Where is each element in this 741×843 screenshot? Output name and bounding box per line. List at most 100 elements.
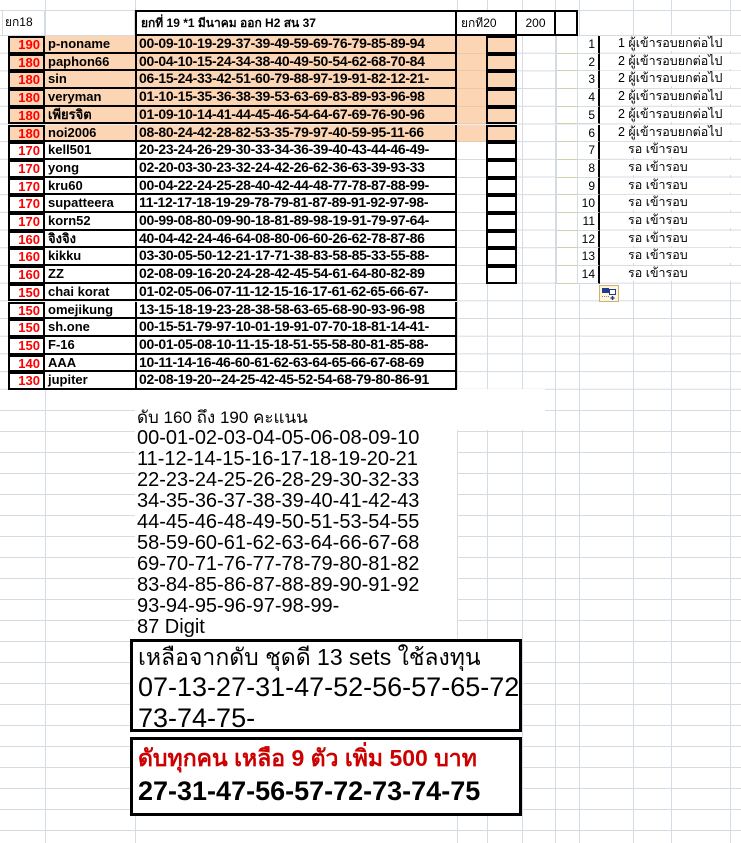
rank-cell[interactable]: 12: [578, 230, 600, 249]
header-empty-cell[interactable]: [556, 10, 578, 36]
numbers-cell[interactable]: 11-12-17-18-19-29-78-79-81-87-89-91-92-9…: [137, 195, 457, 213]
score-cell[interactable]: 180: [8, 53, 45, 72]
header-title[interactable]: ยกที่ 19 *1 มีนาคม ออก H2 สน 37: [135, 10, 457, 36]
player-name-cell[interactable]: omejikung: [45, 301, 137, 320]
score-cell[interactable]: 180: [8, 124, 45, 143]
player-name-cell[interactable]: paphon66: [45, 53, 137, 72]
numbers-cell[interactable]: 01-02-05-06-07-11-12-15-16-17-61-62-65-6…: [137, 283, 457, 302]
round20-cell[interactable]: [486, 248, 517, 267]
round20-cell[interactable]: [457, 230, 486, 249]
player-name-cell[interactable]: เพียรจิต: [45, 106, 137, 125]
player-name-cell[interactable]: korn52: [45, 213, 137, 231]
qualify-green-cell[interactable]: [556, 248, 578, 267]
score-cell[interactable]: 170: [8, 177, 45, 196]
score-cell[interactable]: 140: [8, 354, 45, 373]
round20-cell[interactable]: [457, 159, 486, 178]
score-cell[interactable]: 160: [8, 266, 45, 284]
round20-cell[interactable]: [486, 71, 517, 90]
score-cell[interactable]: 190: [8, 36, 45, 54]
player-name-cell[interactable]: จิงจิง: [45, 230, 137, 249]
score-cell[interactable]: 170: [8, 213, 45, 231]
auto-fill-options-icon[interactable]: [599, 285, 619, 302]
header-200[interactable]: 200: [517, 10, 556, 36]
round20-cell[interactable]: [457, 124, 486, 143]
rank-cell[interactable]: 5: [578, 106, 600, 125]
player-name-cell[interactable]: chai korat: [45, 283, 137, 302]
numbers-cell[interactable]: 03-30-05-50-12-21-17-71-38-83-58-85-33-5…: [137, 248, 457, 267]
numbers-cell[interactable]: 20-23-24-26-29-30-33-34-36-39-40-43-44-4…: [137, 142, 457, 160]
rank-cell[interactable]: 9: [578, 177, 600, 196]
round20-cell[interactable]: [457, 71, 486, 90]
round20-cell[interactable]: [457, 248, 486, 267]
player-name-cell[interactable]: jupiter: [45, 372, 137, 390]
rank-cell[interactable]: 13: [578, 248, 600, 267]
score-cell[interactable]: 180: [8, 89, 45, 107]
numbers-cell[interactable]: 02-08-19-20--24-25-42-45-52-54-68-79-80-…: [137, 372, 457, 390]
numbers-cell[interactable]: 40-04-42-24-46-64-08-80-06-60-26-62-78-8…: [137, 230, 457, 249]
round20-cell[interactable]: [486, 230, 517, 249]
numbers-cell[interactable]: 02-08-09-16-20-24-28-42-45-54-61-64-80-8…: [137, 266, 457, 284]
score-cell[interactable]: 150: [8, 301, 45, 320]
round20-cell[interactable]: [457, 106, 486, 125]
round20-cell[interactable]: [486, 53, 517, 72]
round20-cell[interactable]: [457, 213, 486, 231]
score-cell[interactable]: 150: [8, 336, 45, 355]
qualify-green-cell[interactable]: [556, 36, 578, 54]
qualify-green-cell[interactable]: [556, 89, 578, 107]
round20-cell[interactable]: [486, 106, 517, 125]
round20-cell[interactable]: [486, 159, 517, 178]
score-cell[interactable]: 160: [8, 248, 45, 267]
qualify-green-cell[interactable]: [556, 124, 578, 143]
score-cell[interactable]: 170: [8, 159, 45, 178]
numbers-cell[interactable]: 00-99-08-80-09-90-18-81-89-98-19-91-79-9…: [137, 213, 457, 231]
player-name-cell[interactable]: noi2006: [45, 124, 137, 143]
round20-cell[interactable]: [486, 36, 517, 54]
qualify-green-cell[interactable]: [556, 106, 578, 125]
numbers-cell[interactable]: 00-04-22-24-25-28-40-42-44-48-77-78-87-8…: [137, 177, 457, 196]
score-cell[interactable]: 150: [8, 283, 45, 302]
player-name-cell[interactable]: F-16: [45, 336, 137, 355]
numbers-cell[interactable]: 00-15-51-79-97-10-01-19-91-07-70-18-81-1…: [137, 319, 457, 337]
player-name-cell[interactable]: veryman: [45, 89, 137, 107]
rank-cell[interactable]: 1: [578, 36, 600, 54]
header-empty-cell[interactable]: [45, 10, 135, 36]
player-name-cell[interactable]: ZZ: [45, 266, 137, 284]
rank-cell[interactable]: 6: [578, 124, 600, 143]
round20-cell[interactable]: [486, 124, 517, 143]
score-cell[interactable]: 170: [8, 142, 45, 160]
player-name-cell[interactable]: yong: [45, 159, 137, 178]
player-name-cell[interactable]: kru60: [45, 177, 137, 196]
qualify-green-cell[interactable]: [556, 266, 578, 284]
score-cell[interactable]: 150: [8, 319, 45, 337]
rank-cell[interactable]: 7: [578, 142, 600, 160]
player-name-cell[interactable]: AAA: [45, 354, 137, 373]
player-name-cell[interactable]: supatteera: [45, 195, 137, 213]
numbers-cell[interactable]: 08-80-24-42-28-82-53-35-79-97-40-59-95-1…: [137, 124, 457, 143]
qualify-green-cell[interactable]: [556, 195, 578, 213]
score-cell[interactable]: 170: [8, 195, 45, 213]
player-name-cell[interactable]: sh.one: [45, 319, 137, 337]
rank-cell[interactable]: 4: [578, 89, 600, 107]
qualify-green-cell[interactable]: [556, 213, 578, 231]
player-name-cell[interactable]: p-noname: [45, 36, 137, 54]
round20-cell[interactable]: [486, 177, 517, 196]
round20-cell[interactable]: [457, 36, 486, 54]
rank-cell[interactable]: 11: [578, 213, 600, 231]
qualify-green-cell[interactable]: [556, 177, 578, 196]
numbers-cell[interactable]: 02-20-03-30-23-32-24-42-26-62-36-63-39-9…: [137, 159, 457, 178]
player-name-cell[interactable]: kell501: [45, 142, 137, 160]
score-cell[interactable]: 180: [8, 106, 45, 125]
numbers-cell[interactable]: 01-09-10-14-41-44-45-46-54-64-67-69-76-9…: [137, 106, 457, 125]
round20-cell[interactable]: [457, 89, 486, 107]
round20-cell[interactable]: [457, 266, 486, 284]
score-cell[interactable]: 160: [8, 230, 45, 249]
round20-cell[interactable]: [486, 195, 517, 213]
score-cell[interactable]: 180: [8, 71, 45, 90]
rank-cell[interactable]: 3: [578, 71, 600, 90]
round20-cell[interactable]: [457, 177, 486, 196]
rank-cell[interactable]: 10: [578, 195, 600, 213]
rank-cell[interactable]: 14: [578, 266, 600, 284]
qualify-green-cell[interactable]: [556, 142, 578, 160]
header-round18[interactable]: ยก18: [2, 10, 45, 36]
qualify-green-cell[interactable]: [556, 159, 578, 178]
